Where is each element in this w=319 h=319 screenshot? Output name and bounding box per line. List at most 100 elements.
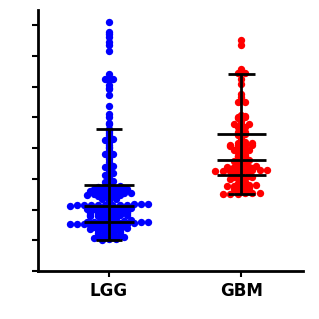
Point [88, 223, 93, 228]
Point [95, 211, 100, 217]
Point [103, 164, 108, 169]
Point [106, 131, 111, 136]
Point [103, 226, 108, 232]
Point [125, 211, 130, 216]
Point [106, 29, 111, 34]
Point [239, 173, 244, 178]
Point [103, 152, 108, 157]
Point [106, 186, 111, 191]
Point [84, 207, 89, 212]
Point [110, 233, 115, 238]
Point [231, 122, 236, 127]
Point [88, 212, 93, 217]
Point [117, 220, 122, 226]
Point [103, 188, 108, 193]
Point [235, 100, 240, 105]
Point [117, 222, 122, 227]
Point [92, 206, 97, 211]
Point [117, 232, 122, 237]
Point [84, 192, 89, 197]
Point [106, 154, 111, 160]
Point [106, 142, 111, 147]
Point [89, 221, 94, 226]
Point [242, 140, 248, 145]
Point [106, 149, 111, 154]
Point [114, 224, 119, 229]
Point [117, 226, 122, 231]
Point [103, 216, 108, 221]
Point [239, 37, 244, 42]
Point [125, 225, 130, 230]
Point [110, 193, 115, 198]
Point [103, 77, 108, 82]
Point [110, 211, 115, 216]
Point [95, 188, 100, 193]
Point [239, 119, 244, 124]
Point [99, 235, 104, 241]
Point [129, 218, 134, 223]
Point [99, 238, 104, 243]
Point [125, 207, 130, 212]
Point [95, 210, 100, 215]
Point [117, 209, 122, 214]
Point [81, 203, 86, 208]
Point [239, 127, 244, 132]
Point [92, 191, 97, 197]
Point [103, 179, 108, 184]
Point [117, 229, 122, 234]
Point [235, 115, 240, 121]
Point [235, 191, 240, 197]
Point [110, 170, 115, 175]
Point [138, 220, 144, 225]
Point [68, 221, 73, 226]
Point [235, 153, 240, 158]
Point [110, 222, 115, 227]
Point [106, 206, 111, 211]
Point [239, 116, 244, 121]
Point [242, 167, 248, 172]
Point [131, 220, 136, 225]
Point [246, 170, 251, 175]
Point [114, 191, 119, 196]
Point [106, 237, 111, 242]
Point [242, 100, 248, 105]
Point [95, 230, 100, 235]
Point [138, 202, 144, 207]
Point [235, 143, 240, 148]
Point [96, 203, 101, 208]
Point [117, 227, 122, 232]
Point [117, 202, 122, 207]
Point [96, 221, 101, 226]
Point [103, 137, 108, 142]
Point [103, 210, 108, 215]
Point [125, 222, 130, 227]
Point [117, 192, 122, 197]
Point [106, 148, 111, 153]
Point [228, 191, 233, 197]
Point [242, 70, 248, 75]
Point [242, 156, 248, 161]
Point [231, 186, 236, 191]
Point [235, 156, 240, 161]
Point [103, 221, 108, 226]
Point [103, 203, 108, 208]
Point [110, 203, 115, 208]
Point [235, 157, 240, 162]
Point [257, 168, 262, 173]
Point [117, 187, 122, 192]
Point [220, 192, 226, 197]
Point [88, 208, 93, 213]
Point [254, 182, 259, 188]
Point [110, 214, 115, 219]
Point [235, 149, 240, 154]
Point [103, 211, 108, 216]
Point [84, 219, 89, 225]
Point [106, 71, 111, 77]
Point [235, 142, 240, 147]
Point [235, 114, 240, 119]
Point [121, 205, 126, 211]
Point [99, 191, 104, 196]
Point [106, 126, 111, 131]
Point [106, 35, 111, 40]
Point [110, 179, 115, 184]
